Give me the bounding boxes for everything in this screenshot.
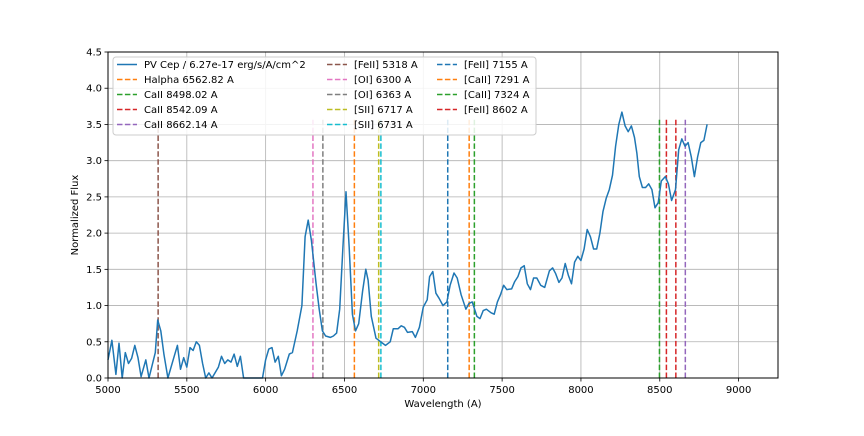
legend-label: [CaII] 7324 A: [464, 90, 530, 101]
x-axis: 5000 5500 6000 6500 7000 7500 8000 8500 9000: [95, 378, 751, 396]
x-tick-label: 6000: [253, 385, 278, 396]
legend-entry: [FeII] 8602 A: [437, 105, 528, 116]
x-tick-label: 5000: [95, 385, 120, 396]
legend-label: [SII] 6731 A: [354, 120, 413, 131]
legend-label: CaII 8662.14 A: [144, 120, 218, 131]
legend-entry: [FeII] 5318 A: [327, 60, 418, 71]
y-tick-label: 3.5: [86, 120, 102, 131]
legend-label: [FeII] 8602 A: [464, 105, 528, 116]
legend-entry: [FeII] 7155 A: [437, 60, 528, 71]
legend-entry: [OI] 6363 A: [327, 90, 411, 101]
legend-entry: [CaII] 7291 A: [437, 75, 530, 86]
x-tick-label: 8000: [568, 385, 593, 396]
legend-entry: CaII 8498.02 A: [117, 90, 218, 101]
y-tick-label: 3.0: [86, 156, 102, 167]
x-tick-label: 7000: [411, 385, 436, 396]
legend-entry: CaII 8662.14 A: [117, 120, 218, 131]
y-tick-label: 4.5: [86, 48, 102, 59]
legend-entry: [SII] 6731 A: [327, 120, 413, 131]
y-tick-label: 2.5: [86, 192, 102, 203]
legend-label: CaII 8542.09 A: [144, 105, 218, 116]
legend-label: [FeII] 7155 A: [464, 60, 528, 71]
legend-label: Halpha 6562.82 A: [144, 75, 234, 86]
legend-entry: PV Cep / 6.27e-17 erg/s/A/cm^2: [117, 60, 306, 71]
y-tick-label: 1.5: [86, 265, 102, 276]
x-tick-label: 5500: [174, 385, 199, 396]
x-tick-label: 6500: [332, 385, 357, 396]
x-tick-label: 9000: [726, 385, 751, 396]
plot-frame: [107, 51, 779, 379]
x-axis-label: Wavelength (A): [404, 399, 481, 410]
legend-label: [OI] 6300 A: [354, 75, 411, 86]
legend-frame: [112, 56, 537, 136]
series-layer: [107, 111, 708, 379]
y-tick-label: 2.0: [86, 229, 102, 240]
legend-label: [FeII] 5318 A: [354, 60, 418, 71]
legend-label: PV Cep / 6.27e-17 erg/s/A/cm^2: [144, 60, 306, 71]
y-tick-label: 0.5: [86, 337, 102, 348]
y-axis-label: Normalized Flux: [70, 175, 81, 256]
legend-entry: Halpha 6562.82 A: [117, 75, 234, 86]
legend-label: [SII] 6717 A: [354, 105, 413, 116]
legend-entry: CaII 8542.09 A: [117, 105, 218, 116]
legend-label: CaII 8498.02 A: [144, 90, 218, 101]
y-tick-label: 0.0: [86, 374, 102, 385]
legend-entry: [OI] 6300 A: [327, 75, 411, 86]
legend-entry: [CaII] 7324 A: [437, 90, 530, 101]
legend: PV Cep / 6.27e-17 erg/s/A/cm^2 Halpha 656…: [112, 56, 537, 136]
legend-entry: [SII] 6717 A: [327, 105, 413, 116]
legend-label: [OI] 6363 A: [354, 90, 411, 101]
y-axis: 0.0 0.5 1.0 1.5 2.0 2.5 3.0 3.5 4.0 4.5: [86, 48, 108, 385]
legend-label: [CaII] 7291 A: [464, 75, 530, 86]
x-tick-label: 8500: [647, 385, 672, 396]
x-tick-label: 7500: [489, 385, 514, 396]
y-tick-label: 4.0: [86, 84, 102, 95]
emission-line-markers: [157, 117, 687, 378]
y-tick-label: 1.0: [86, 301, 102, 312]
spectrum-line: [107, 111, 708, 379]
